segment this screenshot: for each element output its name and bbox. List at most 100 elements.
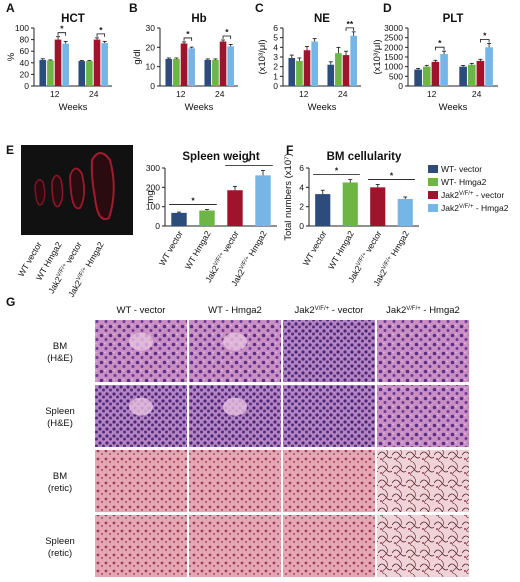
histology-feature bbox=[223, 397, 247, 416]
bar bbox=[62, 43, 69, 86]
bar bbox=[397, 198, 413, 226]
histology-image bbox=[283, 320, 375, 382]
histology-image bbox=[377, 450, 469, 512]
histology-image bbox=[189, 320, 281, 382]
x-tick-label: WT Hmga2 bbox=[326, 229, 356, 271]
histology-image bbox=[95, 320, 187, 382]
panel-letter-g: G bbox=[6, 295, 15, 309]
significance-marker: ** bbox=[347, 19, 354, 29]
histology-row-sublabel: (H&E) bbox=[47, 353, 73, 364]
histology-image bbox=[283, 515, 375, 577]
bar bbox=[476, 60, 485, 86]
y-axis-label: mg bbox=[145, 190, 156, 203]
histology-image bbox=[283, 450, 375, 512]
histology-image bbox=[189, 385, 281, 447]
y-tick-label: 3000 bbox=[384, 23, 403, 33]
bar bbox=[342, 55, 350, 86]
y-tick-label: 1500 bbox=[384, 52, 403, 62]
y-tick-label: 20 bbox=[146, 42, 156, 52]
bar bbox=[414, 69, 422, 86]
x-tick-label: WT vector bbox=[157, 229, 185, 268]
y-tick-label: 20 bbox=[20, 69, 30, 79]
y-tick-label: 3 bbox=[273, 52, 278, 62]
significance-marker: * bbox=[60, 24, 64, 34]
panel-letter-a: A bbox=[6, 1, 15, 15]
y-tick-label: 100 bbox=[146, 202, 160, 212]
significance-marker: * bbox=[191, 196, 195, 206]
significance-marker: * bbox=[225, 27, 229, 37]
histology-row-label: Spleen bbox=[45, 406, 75, 417]
panel-letter-c: C bbox=[255, 1, 264, 15]
bar bbox=[311, 41, 318, 86]
x-tick-label: WT vector bbox=[301, 229, 329, 268]
bar bbox=[342, 182, 358, 226]
x-tick-label: 12 bbox=[50, 89, 60, 99]
significance-bracket bbox=[480, 39, 490, 43]
chart-title: Hb bbox=[191, 13, 206, 25]
bar bbox=[350, 35, 357, 86]
legend-swatch bbox=[428, 191, 438, 199]
legend-label: WT- Hmga2 bbox=[441, 177, 487, 187]
histology-feature bbox=[129, 332, 153, 351]
histology-image bbox=[377, 320, 469, 382]
spleen-3-image bbox=[69, 167, 85, 210]
y-tick-label: 0 bbox=[398, 81, 403, 91]
x-axis-label: Weeks bbox=[59, 102, 88, 113]
y-tick-label: 6 bbox=[299, 163, 304, 173]
significance-bracket bbox=[96, 33, 106, 37]
bar bbox=[54, 39, 62, 86]
y-tick-label: 30 bbox=[146, 23, 156, 33]
chart-title: NE bbox=[314, 13, 330, 25]
bar bbox=[459, 66, 467, 86]
panel-letter-e: E bbox=[6, 143, 14, 157]
x-tick-label: WT Hmga2 bbox=[183, 229, 213, 271]
legend: WT- vector WT- Hmga2 Jak2V/F/+ - vector Jak… bbox=[428, 164, 509, 213]
legend-label: Jak2V/F/+ - vector bbox=[441, 190, 504, 200]
histology-image bbox=[377, 385, 469, 447]
bar bbox=[370, 187, 386, 226]
bar bbox=[199, 210, 215, 226]
bar bbox=[303, 50, 311, 86]
y-tick-label: 4 bbox=[273, 42, 278, 52]
bar bbox=[188, 48, 195, 86]
significance-marker: * bbox=[247, 157, 251, 167]
bar bbox=[422, 66, 431, 86]
significance-marker: * bbox=[483, 30, 487, 40]
y-tick-label: 100 bbox=[15, 23, 29, 33]
histology-image bbox=[95, 385, 187, 447]
bar bbox=[93, 39, 101, 86]
significance-bracket bbox=[435, 46, 445, 51]
chart-title: BM cellularity bbox=[327, 151, 402, 163]
chart-title: HCT bbox=[61, 13, 85, 25]
chart-bm-cellularity: F BM cellularity 0 2 4 6 Total numbers (x10⁷) W… bbox=[283, 143, 419, 288]
bar bbox=[173, 58, 180, 86]
histology-row-sublabel: (retic) bbox=[48, 483, 72, 494]
x-tick-label: 24 bbox=[89, 89, 99, 99]
y-tick-label: 4 bbox=[299, 182, 304, 192]
significance-bracket bbox=[183, 37, 193, 41]
bar bbox=[288, 57, 296, 86]
bar bbox=[315, 194, 331, 226]
histology-image bbox=[95, 515, 187, 577]
y-axis-label: (x10³/μl) bbox=[257, 39, 268, 74]
bar bbox=[204, 59, 212, 86]
significance-bracket bbox=[222, 35, 232, 39]
bar bbox=[440, 54, 448, 86]
bar bbox=[101, 43, 108, 86]
y-tick-label: 0 bbox=[299, 221, 304, 231]
chart-title: PLT bbox=[443, 13, 464, 25]
spleen-4-image bbox=[90, 152, 115, 220]
legend-swatch bbox=[428, 165, 438, 173]
y-tick-label: 0 bbox=[24, 81, 29, 91]
bar bbox=[171, 212, 187, 226]
significance-marker: * bbox=[99, 25, 103, 35]
y-tick-label: 40 bbox=[20, 58, 30, 68]
bar bbox=[431, 61, 440, 86]
significance-bracket bbox=[345, 27, 355, 31]
y-tick-label: 10 bbox=[146, 62, 156, 72]
y-tick-label: 6 bbox=[273, 23, 278, 33]
y-tick-label: 1 bbox=[273, 71, 278, 81]
